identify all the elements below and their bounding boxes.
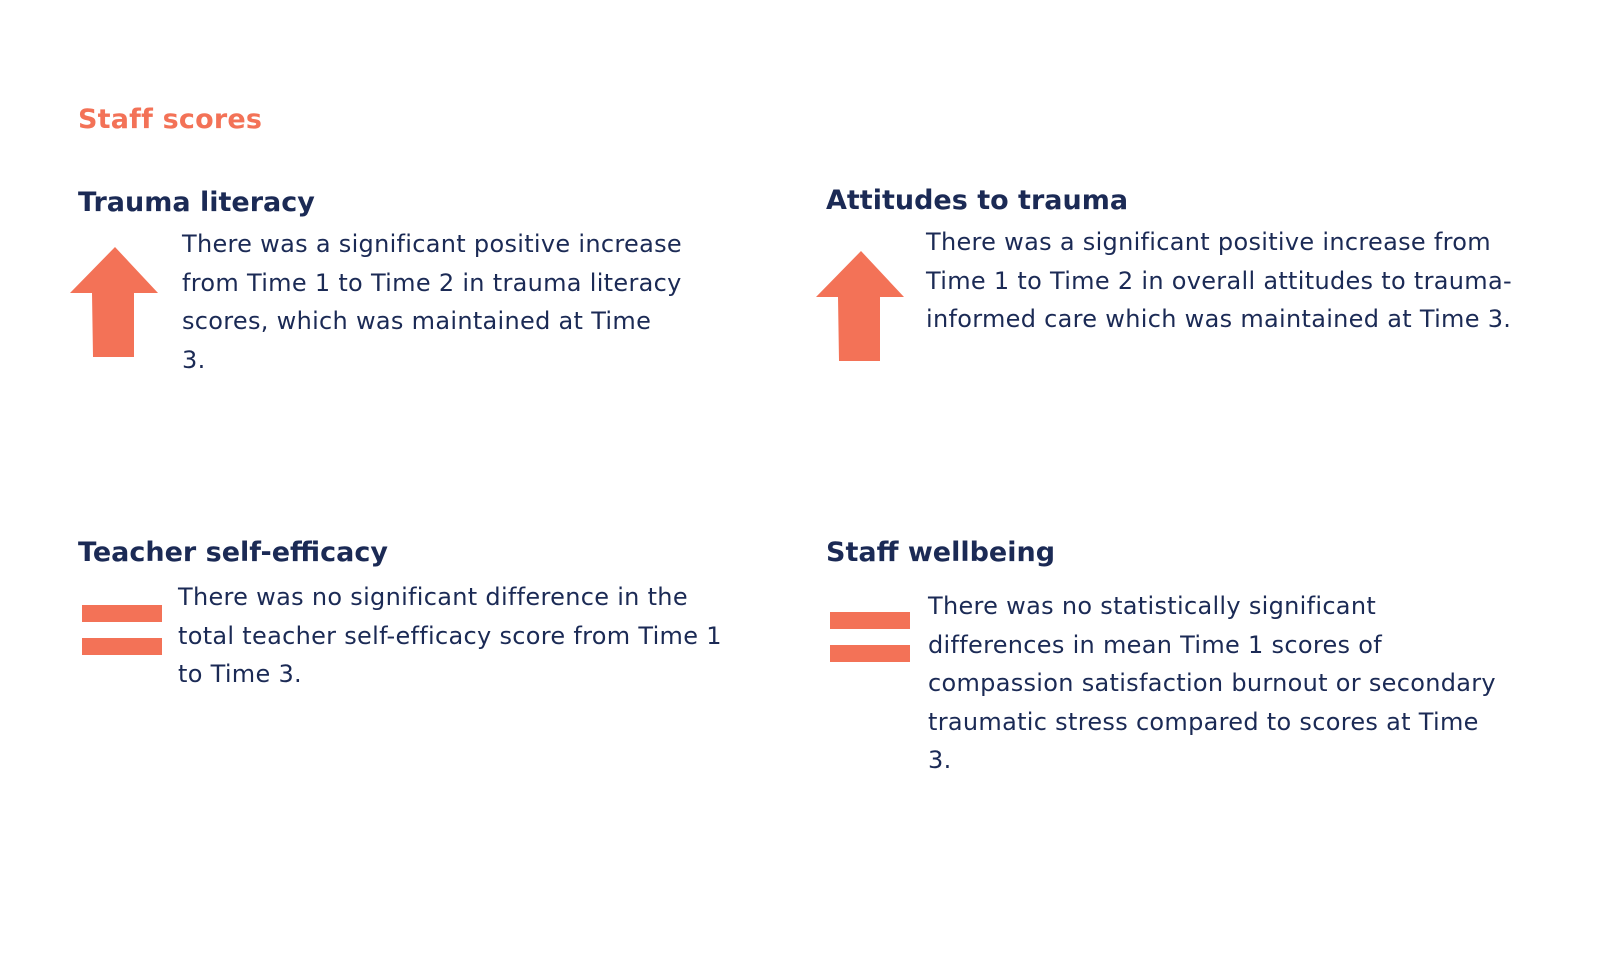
card-description: There was no statistically significant d… [928, 592, 1496, 774]
card-description: There was a significant positive increas… [926, 228, 1512, 333]
card-heading: Trauma literacy [78, 187, 315, 218]
arrow-up-icon [70, 247, 160, 359]
arrow-up-icon [816, 251, 906, 363]
card-staff-wellbeing: Staff wellbeing There was no statistical… [826, 537, 1546, 797]
card-description: There was no significant difference in t… [178, 583, 722, 688]
equals-icon [82, 605, 162, 661]
section-title: Staff scores [78, 104, 263, 135]
card-teacher-self-efficacy: Teacher self-efficacy There was no signi… [78, 537, 758, 717]
card-heading: Attitudes to trauma [826, 185, 1129, 216]
card-description: There was a significant positive increas… [182, 230, 682, 374]
card-heading: Staff wellbeing [826, 537, 1056, 568]
equals-icon [830, 612, 910, 668]
card-attitudes-to-trauma: Attitudes to trauma There was a signific… [816, 185, 1546, 385]
card-heading: Teacher self-efficacy [78, 537, 388, 568]
card-trauma-literacy: Trauma literacy There was a significant … [70, 187, 758, 387]
